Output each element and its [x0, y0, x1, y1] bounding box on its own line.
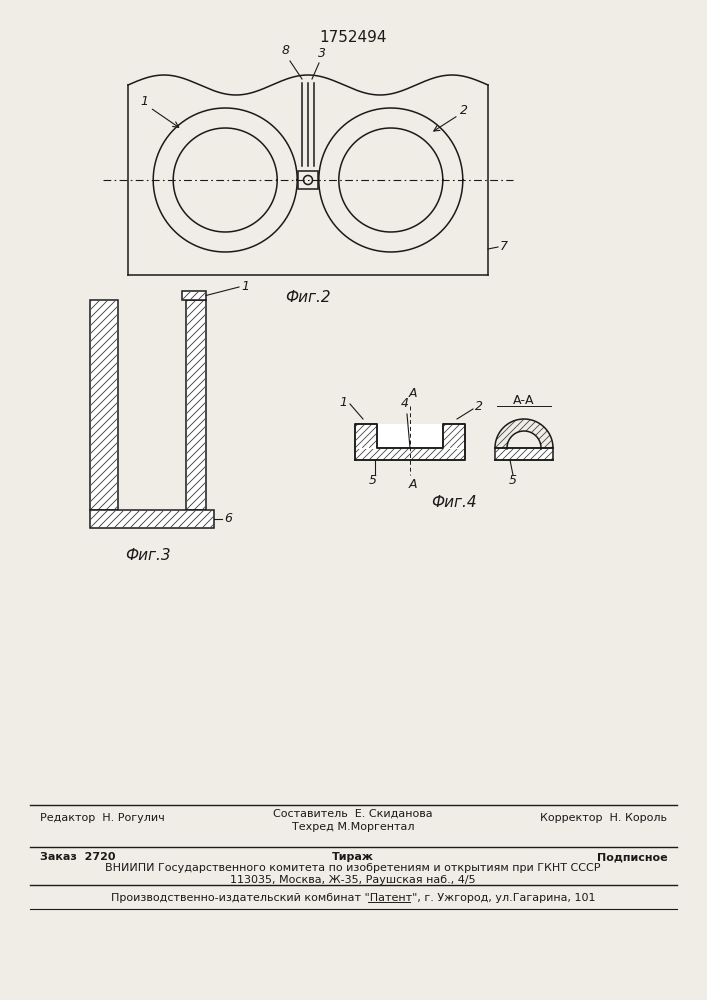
- Text: 7: 7: [500, 240, 508, 253]
- Text: 113035, Москва, Ж-35, Раушская наб., 4/5: 113035, Москва, Ж-35, Раушская наб., 4/5: [230, 875, 476, 885]
- Text: Фиг.4: Фиг.4: [431, 495, 477, 510]
- Text: ВНИИПИ Государственного комитета по изобретениям и открытиям при ГКНТ СССР: ВНИИПИ Государственного комитета по изоб…: [105, 863, 601, 873]
- Text: Составитель  Е. Скиданова: Составитель Е. Скиданова: [273, 809, 433, 819]
- Text: 1: 1: [339, 395, 347, 408]
- Text: Тираж: Тираж: [332, 852, 374, 862]
- Text: 1752494: 1752494: [320, 30, 387, 45]
- Text: 1: 1: [140, 95, 148, 108]
- Text: 5: 5: [369, 474, 377, 487]
- Text: А: А: [409, 387, 417, 400]
- Text: Редактор  Н. Рогулич: Редактор Н. Рогулич: [40, 813, 165, 823]
- Text: Производственно-издательский комбинат "Патент", г. Ужгород, ул.Гагарина, 101: Производственно-издательский комбинат "П…: [111, 893, 595, 903]
- Bar: [182, 291, 206, 300]
- Text: Подписное: Подписное: [597, 852, 667, 862]
- Text: А: А: [409, 478, 417, 491]
- Text: Заказ  2720: Заказ 2720: [40, 852, 115, 862]
- Text: Техред М.Моргентал: Техред М.Моргентал: [292, 822, 414, 832]
- Text: 6: 6: [224, 512, 232, 526]
- Text: 2: 2: [475, 399, 483, 412]
- Text: 4: 4: [401, 397, 409, 410]
- Text: 2: 2: [460, 104, 469, 117]
- Text: 5: 5: [509, 474, 517, 487]
- Bar: [90, 300, 118, 510]
- Text: 8: 8: [282, 44, 290, 57]
- Text: 3: 3: [318, 47, 326, 60]
- Text: Фиг.3: Фиг.3: [125, 548, 171, 563]
- Text: 1: 1: [241, 280, 249, 294]
- Bar: [298, 171, 318, 189]
- Text: А-А: А-А: [513, 394, 534, 408]
- Bar: [186, 300, 206, 510]
- Bar: [495, 448, 553, 460]
- Bar: [90, 510, 214, 528]
- Bar: [355, 424, 465, 460]
- Text: Корректор  Н. Король: Корректор Н. Король: [540, 813, 667, 823]
- Text: Фиг.2: Фиг.2: [285, 290, 331, 305]
